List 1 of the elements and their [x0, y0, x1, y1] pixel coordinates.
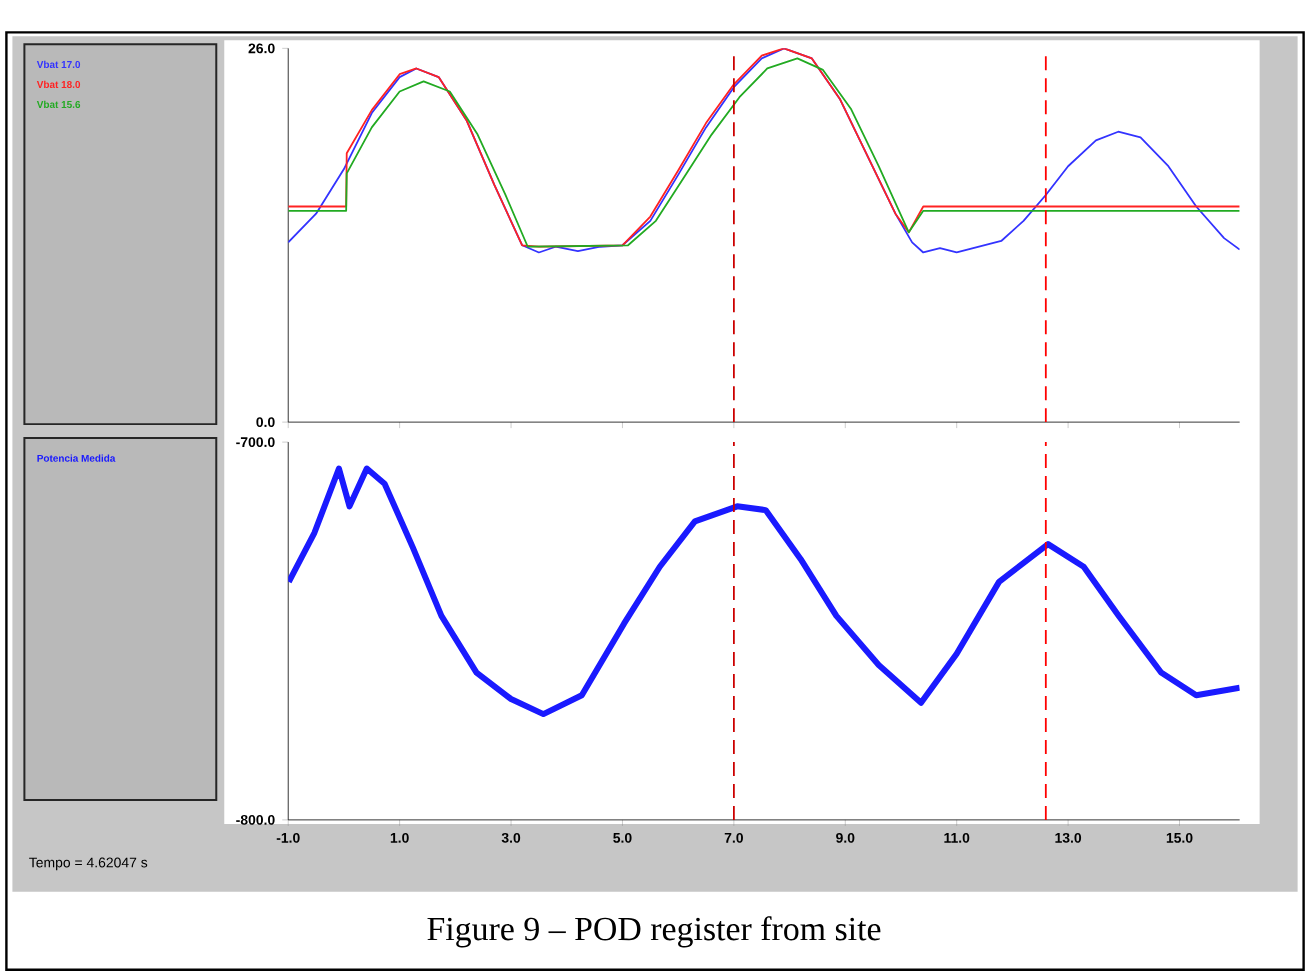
caption: Figure 9 – POD register from site — [427, 916, 881, 948]
